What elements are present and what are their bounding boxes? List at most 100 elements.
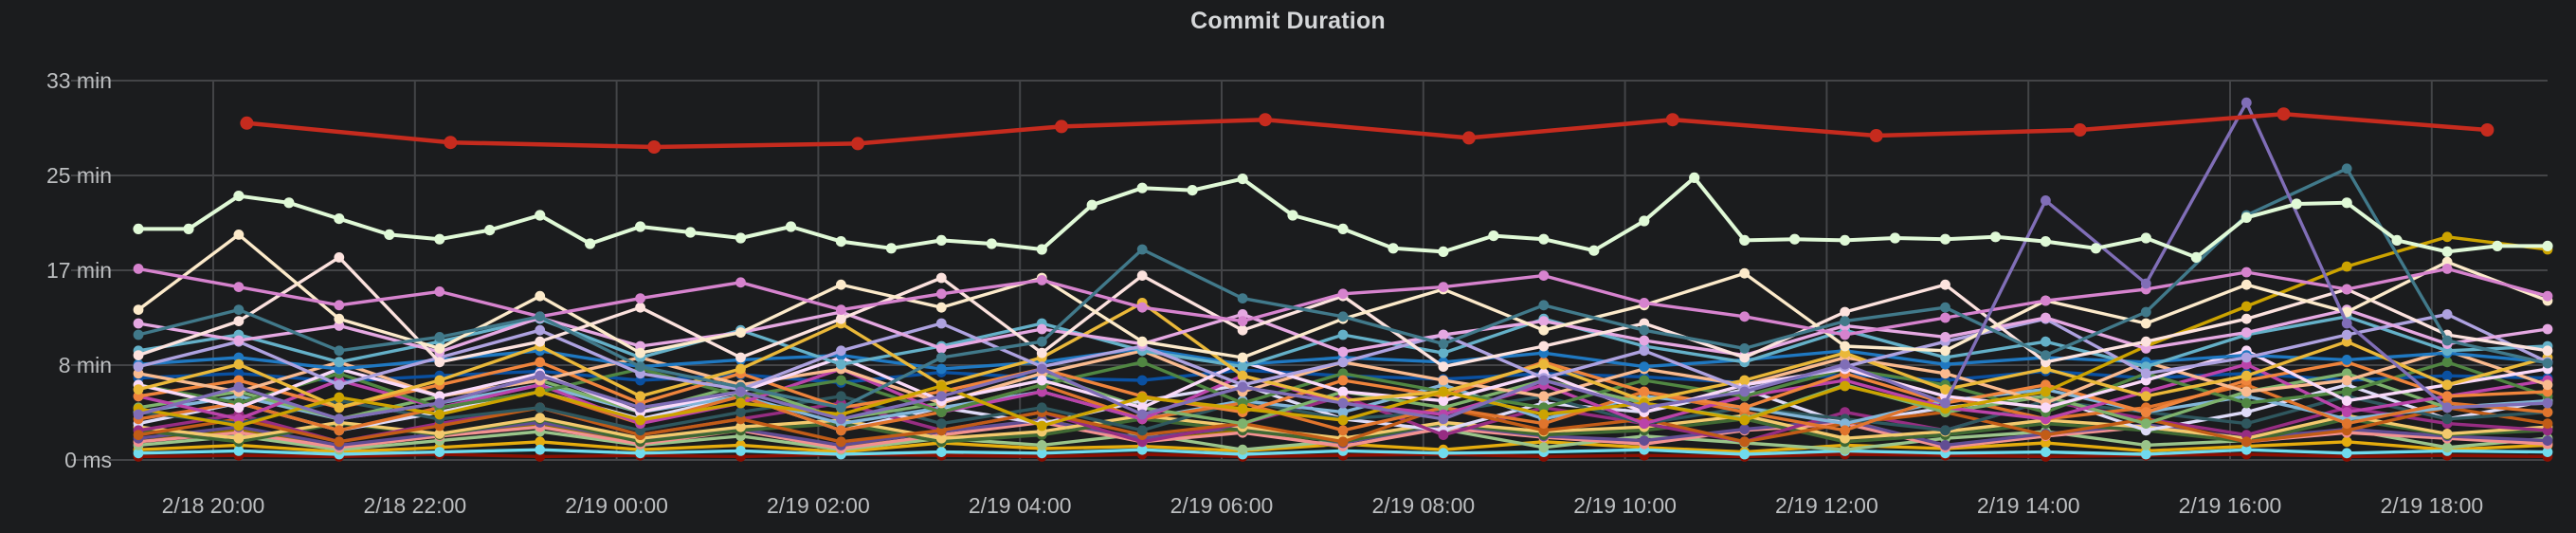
- data-point: [1337, 407, 1349, 417]
- data-point: [1840, 306, 1850, 318]
- y-axis-tick-label: 33 min: [46, 68, 112, 93]
- y-axis-tick-label: 8 min: [59, 353, 112, 377]
- data-point: [233, 335, 245, 346]
- y-axis-tick-label: 0 ms: [64, 448, 112, 472]
- data-point: [1337, 357, 1349, 368]
- data-point: [283, 197, 295, 209]
- data-point: [1337, 425, 1349, 436]
- data-point: [2140, 318, 2151, 329]
- data-point: [1889, 232, 1901, 244]
- data-point: [233, 402, 245, 414]
- x-axis-tick-label: 2/19 08:00: [1371, 493, 1475, 518]
- data-point: [2441, 391, 2453, 402]
- data-point: [1739, 352, 1751, 363]
- data-point: [1337, 288, 1349, 300]
- data-point: [1237, 370, 1248, 381]
- data-point: [1538, 340, 1550, 352]
- x-axis-tick-label: 2/18 20:00: [162, 493, 265, 518]
- data-point: [1940, 332, 1950, 342]
- data-point: [585, 238, 596, 249]
- data-point: [535, 386, 546, 397]
- data-point: [535, 402, 546, 414]
- data-point: [1036, 347, 1047, 358]
- data-point: [1287, 210, 1298, 221]
- data-point: [1739, 414, 1751, 426]
- data-point: [2480, 123, 2494, 137]
- data-point: [1237, 418, 1248, 429]
- x-axis-tick-label: 2/19 16:00: [2179, 493, 2282, 518]
- series-31-line[interactable]: [133, 163, 2553, 414]
- data-point: [1940, 279, 1950, 290]
- data-point: [1639, 418, 1650, 429]
- data-point: [535, 436, 546, 448]
- data-point: [233, 446, 245, 456]
- data-point: [233, 420, 245, 432]
- data-point: [1237, 293, 1248, 303]
- data-point: [233, 282, 245, 292]
- data-point: [1689, 172, 1700, 183]
- data-point: [935, 288, 947, 300]
- data-point: [2341, 448, 2352, 459]
- data-point: [1538, 375, 1550, 386]
- data-point: [1136, 425, 1148, 436]
- data-point: [735, 352, 746, 363]
- series-lines: [133, 97, 2553, 462]
- data-point: [334, 425, 345, 436]
- data-point: [885, 243, 898, 254]
- data-point: [2542, 358, 2553, 369]
- data-point: [836, 391, 846, 402]
- data-point: [334, 357, 345, 368]
- series-34-line[interactable]: [240, 107, 2494, 154]
- data-point: [1337, 346, 1349, 358]
- data-point: [1538, 391, 1550, 402]
- data-point: [851, 137, 865, 151]
- data-point: [1036, 375, 1047, 386]
- data-point: [735, 277, 746, 288]
- data-point: [334, 414, 345, 425]
- data-point: [1337, 329, 1349, 340]
- x-axis-tick-label: 2/19 04:00: [969, 493, 1072, 518]
- data-point: [1036, 323, 1047, 335]
- data-point: [2140, 232, 2151, 244]
- data-point: [1136, 392, 1148, 403]
- data-point: [1438, 414, 1449, 425]
- series-32-line[interactable]: [133, 97, 2553, 425]
- data-point: [735, 386, 746, 397]
- data-point: [2542, 290, 2553, 302]
- data-point: [1739, 311, 1751, 322]
- data-point: [1086, 199, 1098, 211]
- data-point: [2341, 329, 2352, 340]
- data-point: [133, 264, 144, 274]
- data-point: [836, 279, 846, 290]
- data-point: [1237, 174, 1248, 185]
- data-point: [935, 318, 947, 329]
- data-point: [635, 448, 645, 459]
- data-point: [444, 136, 458, 150]
- series-33-line[interactable]: [133, 172, 2553, 263]
- x-axis-tick-label: 2/19 10:00: [1573, 493, 1677, 518]
- data-point: [1036, 363, 1047, 375]
- data-point: [1237, 361, 1248, 372]
- data-point: [535, 210, 546, 221]
- data-point: [1639, 324, 1650, 336]
- data-point: [2041, 312, 2051, 323]
- data-point: [1538, 418, 1550, 429]
- data-point: [535, 324, 546, 336]
- data-point: [836, 375, 846, 386]
- data-point: [1639, 215, 1650, 227]
- x-axis-tick-label: 2/18 22:00: [363, 493, 466, 518]
- data-point: [635, 293, 645, 303]
- data-point: [2240, 436, 2252, 448]
- data-point: [1940, 440, 1950, 450]
- data-point: [2341, 407, 2352, 417]
- data-point: [1337, 386, 1349, 397]
- data-point: [434, 429, 445, 439]
- data-point: [384, 229, 395, 240]
- data-point: [434, 357, 445, 368]
- data-point: [1639, 375, 1650, 386]
- data-point: [1337, 375, 1349, 386]
- data-point: [2441, 231, 2453, 243]
- data-point: [1488, 230, 1499, 242]
- axis-labels: 33 min 25 min 17 min 8 min 0 ms 2/18 20:00 2/1…: [46, 68, 2483, 518]
